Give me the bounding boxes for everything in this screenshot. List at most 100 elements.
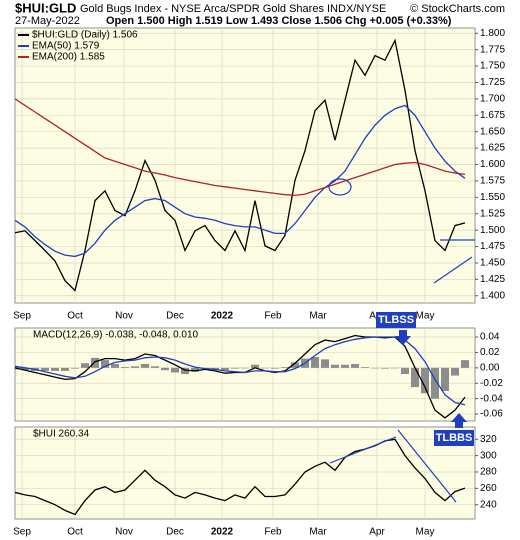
trendline bbox=[433, 256, 473, 284]
bar bbox=[271, 367, 279, 369]
y-tick-label: 1.450 bbox=[480, 258, 505, 269]
tag: TLBBS bbox=[436, 432, 473, 444]
plot-area bbox=[14, 426, 476, 520]
y-tick-label: 260 bbox=[480, 483, 497, 494]
y-tick-label: -0.02 bbox=[480, 378, 503, 389]
bar bbox=[21, 367, 29, 371]
bar bbox=[101, 360, 109, 368]
panel: 240 260 280 300 320 Sep Oct Nov Dec 2022 Feb Mar Apr… bbox=[13, 426, 497, 538]
line bbox=[15, 438, 466, 516]
y-tick-label: 1.475 bbox=[480, 241, 505, 252]
arrow bbox=[395, 330, 411, 345]
description: Gold Bugs Index - NYSE Arca/SPDR Gold Sh… bbox=[80, 3, 386, 15]
bar bbox=[361, 367, 369, 368]
bar bbox=[221, 367, 229, 371]
panel: 1.400 1.425 1.450 1.475 1.500 1.525 1.550 1.575… bbox=[13, 27, 505, 322]
trendline bbox=[397, 429, 457, 503]
bar bbox=[411, 367, 419, 388]
bar bbox=[131, 366, 139, 368]
x-tick-label: 2022 bbox=[211, 527, 234, 538]
y-tick-label: -0.04 bbox=[480, 393, 503, 404]
x-tick-label: 2022 bbox=[211, 311, 234, 322]
y-tick-label: 240 bbox=[480, 499, 497, 510]
legend-label: EMA(50) 1.579 bbox=[32, 41, 100, 52]
bar bbox=[371, 367, 379, 369]
tag-box bbox=[376, 312, 416, 328]
y-tick-label: 1.700 bbox=[480, 94, 505, 105]
y-tick-label: 320 bbox=[480, 434, 497, 445]
bar bbox=[91, 357, 99, 368]
legend-label: $HUI:GLD (Daily) 1.506 bbox=[32, 30, 138, 41]
y-tick-label: 1.575 bbox=[480, 176, 505, 187]
y-tick-label: 1.725 bbox=[480, 77, 505, 88]
panel-title: MACD(12,26,9) -0.038, -0.048, 0.010 bbox=[33, 330, 199, 341]
y-tick-label: 280 bbox=[480, 467, 497, 478]
y-tick-label: 300 bbox=[480, 450, 497, 461]
y-tick-label: 1.650 bbox=[480, 126, 505, 137]
tag: TLBSS bbox=[378, 314, 414, 326]
bar bbox=[41, 367, 49, 371]
bar bbox=[341, 364, 349, 368]
bar bbox=[291, 362, 299, 368]
bar bbox=[111, 363, 119, 368]
x-tick-label: Sep bbox=[13, 311, 31, 322]
bar bbox=[311, 357, 319, 368]
y-tick-label: 0.00 bbox=[480, 362, 500, 373]
bar bbox=[441, 367, 449, 391]
x-tick-label: Dec bbox=[166, 311, 184, 322]
bar bbox=[241, 367, 249, 369]
bar bbox=[151, 366, 159, 368]
y-tick-label: 1.425 bbox=[480, 274, 505, 285]
bar bbox=[331, 364, 339, 368]
y-tick-label: 1.750 bbox=[480, 61, 505, 72]
y-tick-label: 1.500 bbox=[480, 225, 505, 236]
x-tick-label: Apr bbox=[369, 527, 385, 538]
line bbox=[15, 336, 466, 406]
x-tick-label: Feb bbox=[264, 311, 282, 322]
quote: Open 1.500 High 1.519 Low 1.493 Close 1.… bbox=[106, 15, 452, 27]
panel: -0.06 -0.04 -0.02 0.00 0.02 0.04 MACD(12,26,9)… bbox=[14, 327, 503, 422]
bar bbox=[171, 367, 179, 373]
x-tick-label: May bbox=[416, 527, 435, 538]
line bbox=[15, 38, 466, 292]
bar bbox=[261, 367, 269, 369]
bar bbox=[121, 367, 129, 368]
plot-area bbox=[14, 327, 476, 422]
copyright: © StockCharts.com bbox=[410, 3, 505, 15]
trendline bbox=[329, 436, 397, 464]
y-tick-label: 1.525 bbox=[480, 208, 505, 219]
highlight-ellipse bbox=[328, 178, 352, 196]
y-tick-label: 1.800 bbox=[480, 28, 505, 39]
bar bbox=[191, 367, 199, 372]
y-tick-label: -0.06 bbox=[480, 409, 503, 420]
tag-box bbox=[434, 430, 474, 446]
plot-marks bbox=[15, 438, 466, 516]
bar bbox=[211, 367, 219, 370]
x-tick-label: Nov bbox=[115, 311, 133, 322]
bar bbox=[351, 363, 359, 368]
bar bbox=[281, 367, 289, 368]
plot-marks bbox=[15, 38, 466, 292]
plot-marks bbox=[15, 334, 469, 419]
bar bbox=[391, 367, 399, 369]
x-tick-label: Oct bbox=[67, 527, 83, 538]
date: 27-May-2022 bbox=[15, 15, 80, 27]
arrow bbox=[451, 413, 467, 428]
bar bbox=[81, 363, 89, 368]
y-tick-label: 1.625 bbox=[480, 143, 505, 154]
x-tick-label: Feb bbox=[264, 527, 282, 538]
bar bbox=[51, 367, 59, 371]
line bbox=[15, 98, 466, 197]
panels: 1.400 1.425 1.450 1.475 1.500 1.525 1.550 1.575… bbox=[13, 27, 505, 538]
y-tick-label: 1.775 bbox=[480, 44, 505, 55]
y-tick-label: 1.550 bbox=[480, 192, 505, 203]
bar bbox=[141, 363, 149, 368]
bar bbox=[181, 367, 189, 374]
x-tick-label: Oct bbox=[67, 311, 83, 322]
x-tick-label: May bbox=[416, 311, 435, 322]
x-tick-label: Dec bbox=[166, 527, 184, 538]
bar bbox=[231, 367, 239, 369]
y-tick-label: 1.675 bbox=[480, 110, 505, 121]
plot-area bbox=[14, 27, 476, 304]
bar bbox=[461, 360, 469, 368]
